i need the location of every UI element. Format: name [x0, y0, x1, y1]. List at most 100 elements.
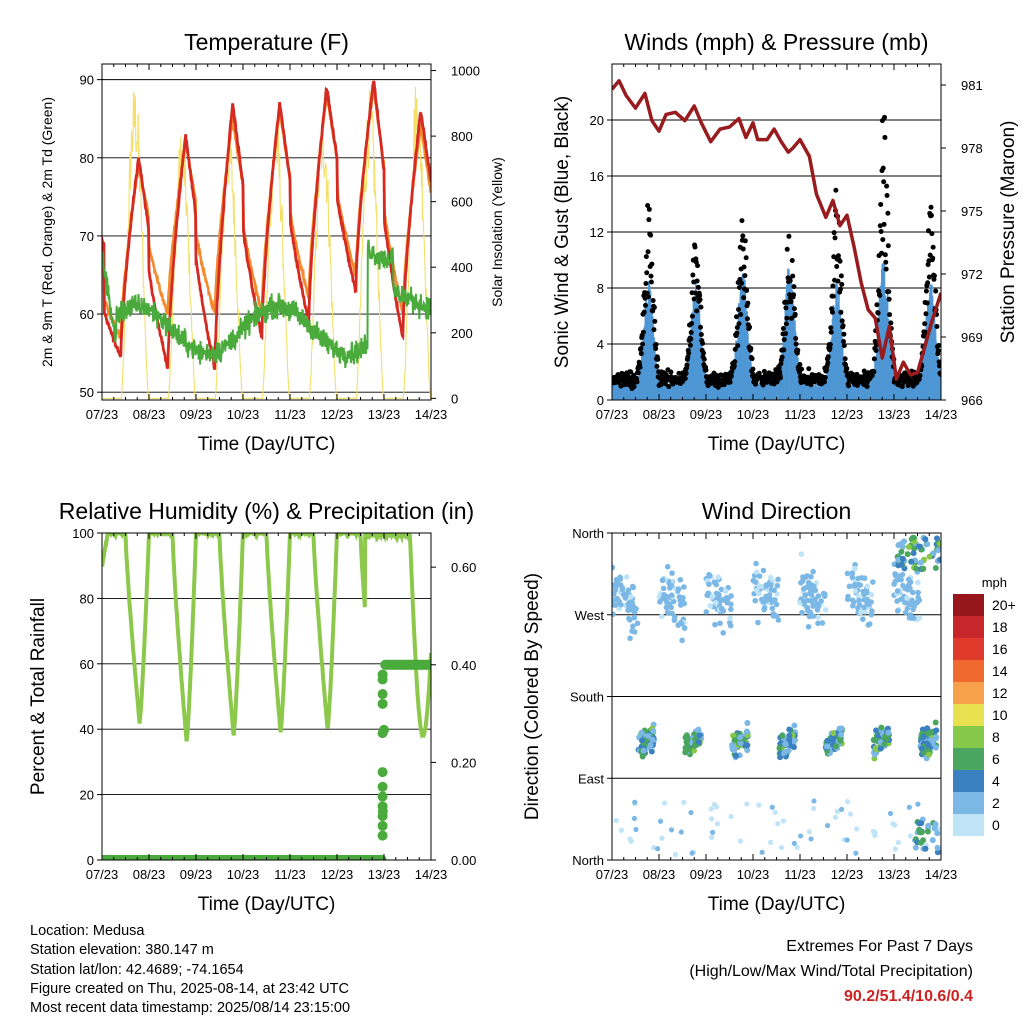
recent-timestamp-text: Most recent data timestamp: 2025/08/14 2…: [30, 1000, 351, 1017]
x-tick-label: 11/23: [784, 867, 816, 882]
x-axis-label: Time (Day/UTC): [708, 434, 846, 455]
y-right-tick-label: 600: [451, 195, 473, 210]
legend-title: mph: [982, 575, 1007, 590]
y-tick-label: 70: [80, 229, 94, 244]
x-tick-label: 08/23: [643, 867, 676, 882]
y-tick-label: 100: [72, 526, 94, 541]
y-right-tick-label: 0.60: [451, 560, 476, 575]
x-tick-label: 11/23: [274, 407, 306, 422]
x-axis: 07/23 08/23 09/23 10/23 11/23 12/23 13/23 14/23…: [596, 533, 958, 915]
legend-swatch: [953, 814, 984, 836]
y-right-tick-label: 966: [961, 393, 983, 408]
x-tick-label: 12/23: [831, 407, 864, 422]
x-tick-label: 07/23: [596, 867, 629, 882]
x-tick-label: 08/23: [643, 407, 676, 422]
y-tick-label: 80: [80, 151, 94, 166]
elevation-text: Station elevation: 380.147 m: [30, 942, 214, 959]
panel-2: Winds (mph) & Pressure (mb) 0 4 8 12 16 20 966 9…: [552, 29, 1019, 455]
legend-label: 20+: [992, 597, 1016, 613]
station-info: Location: Medusa Station elevation: 380.…: [30, 922, 350, 1018]
x-tick-label: 07/23: [86, 407, 119, 422]
y-right-tick-label: 0: [451, 391, 458, 406]
y-right-tick-label: 981: [961, 78, 983, 93]
data-layer: [612, 534, 941, 858]
y-tick-label: 8: [597, 281, 604, 296]
y-tick-label: East: [578, 771, 604, 786]
x-tick-label: 14/23: [925, 407, 958, 422]
y-right-tick-label: 200: [451, 326, 473, 341]
x-axis-label: Time (Day/UTC): [198, 434, 336, 455]
legend-label: 16: [992, 641, 1008, 657]
y-right-tick-label: 800: [451, 129, 473, 144]
y-axis-label: Percent & Total Rainfall: [28, 598, 49, 795]
legend-swatch: [953, 660, 984, 682]
x-tick-label: 09/23: [180, 867, 213, 882]
x-tick-label: 09/23: [690, 867, 723, 882]
y-tick-label: 60: [80, 657, 94, 672]
legend-label: 14: [992, 663, 1008, 679]
x-tick-label: 12/23: [321, 407, 354, 422]
latlon-text: Station lat/lon: 42.4689; -74.1654: [30, 961, 244, 978]
y-tick-label: 0: [87, 853, 94, 868]
legend-swatch: [953, 594, 984, 616]
legend-swatch: [953, 792, 984, 814]
legend-swatch: [953, 726, 984, 748]
series-station-pressure: [612, 79, 941, 381]
x-tick-label: 09/23: [180, 407, 213, 422]
x-tick-label: 13/23: [368, 407, 401, 422]
extremes-title: Extremes For Past 7 Days: [786, 938, 973, 955]
y-right-tick-label: 969: [961, 330, 983, 345]
chart-title: Winds (mph) & Pressure (mb): [624, 29, 928, 55]
y-tick-label: 16: [590, 169, 604, 184]
x-tick-label: 10/23: [227, 867, 260, 882]
legend-label: 8: [992, 729, 1000, 745]
legend-label: 18: [992, 619, 1008, 635]
panel-1: Temperature (F) 50 60 70 80 90 0 200 400 600 800 10…: [39, 29, 505, 455]
y-tick-label: 12: [590, 225, 604, 240]
y-tick-label: West: [575, 608, 605, 623]
y-axis-label: 2m & 9m T (Red, Orange) & 2m Td (Green): [39, 97, 55, 367]
panel-3: Relative Humidity (%) & Precipitation (i…: [28, 498, 476, 915]
series-precipitation: [102, 659, 431, 860]
y-right-tick-label: 1000: [451, 64, 480, 79]
series-wind-direction: [612, 534, 941, 858]
legend-swatch: [953, 704, 984, 726]
y-tick-label: North: [572, 853, 604, 868]
x-tick-label: 13/23: [878, 407, 911, 422]
data-layer: [102, 80, 431, 399]
x-tick-label: 13/23: [878, 867, 911, 882]
legend-swatch: [953, 682, 984, 704]
y-tick-label: 20: [590, 113, 604, 128]
legend-swatch: [953, 770, 984, 792]
y-tick-label: 4: [597, 337, 604, 352]
x-axis-label: Time (Day/UTC): [198, 894, 336, 915]
x-axis: 07/23 08/23 09/23 10/23 11/23 12/23 13/23 14/23…: [596, 64, 958, 455]
legend-label: 12: [992, 685, 1008, 701]
location-text: Location: Medusa: [30, 923, 145, 939]
legend-swatch: [953, 616, 984, 638]
y-axis-label: Sonic Wind & Gust (Blue, Black): [552, 96, 573, 368]
x-tick-label: 07/23: [596, 407, 629, 422]
speed-legend: mph 20+ 18 16 14 12 10 8 6 4 2 0: [953, 575, 1016, 836]
legend-swatch: [953, 748, 984, 770]
y-tick-label: 20: [80, 788, 94, 803]
x-tick-label: 11/23: [274, 867, 306, 882]
y-axis-label: Direction (Colored By Speed): [522, 573, 543, 820]
chart-title: Relative Humidity (%) & Precipitation (i…: [59, 498, 474, 524]
x-tick-label: 09/23: [690, 407, 723, 422]
legend-swatch: [953, 638, 984, 660]
legend-label: 4: [992, 773, 1000, 789]
y-right-axis-label: Station Pressure (Maroon): [998, 121, 1019, 344]
y-tick-label: 80: [80, 591, 94, 606]
y-right-tick-label: 400: [451, 260, 473, 275]
x-tick-label: 08/23: [133, 867, 166, 882]
data-layer: [102, 533, 431, 860]
y-tick-label: North: [572, 526, 604, 541]
x-tick-label: 14/23: [925, 867, 958, 882]
legend-label: 2: [992, 795, 1000, 811]
series-dewpoint-2m: [102, 239, 431, 369]
y-right-tick-label: 0.00: [451, 853, 476, 868]
series-relative-humidity: [102, 533, 431, 742]
extremes-values: 90.2/51.4/10.6/0.4: [844, 988, 973, 1005]
